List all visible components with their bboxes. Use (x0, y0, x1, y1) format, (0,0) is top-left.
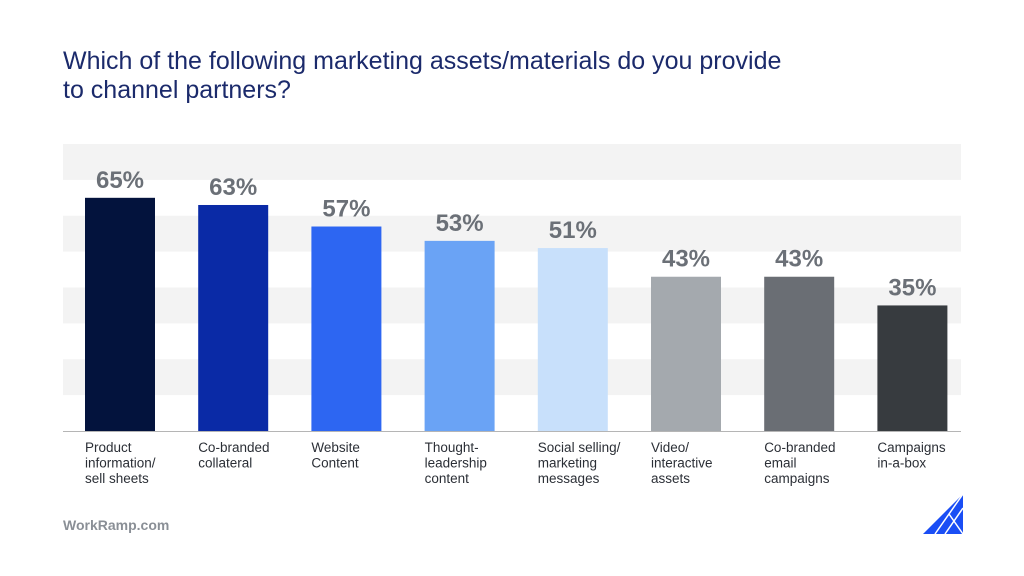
brand-footer: WorkRamp.com (63, 517, 170, 533)
category-label: Website Content (311, 440, 360, 471)
category-label: Video/interactive assets (651, 440, 713, 486)
background-band (63, 144, 961, 180)
chart-category-labels: Product information/sell sheets Co-branded… (85, 440, 946, 486)
chart-bars (85, 197, 948, 431)
bar-value-label: 43% (775, 246, 823, 273)
bar (764, 276, 835, 431)
bar (198, 204, 269, 431)
category-label: Campaigns in-a-box (877, 440, 946, 471)
bar-value-label: 63% (209, 174, 257, 201)
bar (311, 226, 382, 431)
category-label: Co-branded email campaigns (764, 440, 835, 486)
bar-value-label: 57% (322, 196, 370, 223)
bar-value-label: 53% (436, 210, 484, 237)
category-label: Thought-leadership content (425, 440, 487, 486)
bar-value-label: 43% (662, 246, 710, 273)
background-band (63, 215, 961, 252)
bar (651, 276, 721, 431)
bar (424, 240, 495, 431)
bar-value-label: 65% (96, 167, 144, 194)
bar (537, 248, 608, 431)
bar-value-label: 51% (549, 217, 597, 244)
workramp-triangle-logo-icon (923, 494, 963, 534)
bar (85, 197, 155, 431)
bar-value-label: 35% (888, 274, 936, 301)
category-label: Product information/sell sheets (85, 440, 156, 486)
chart-title: Which of the following marketing assets/… (63, 47, 782, 104)
bar (877, 305, 948, 431)
category-label: Co-branded collateral (198, 440, 269, 471)
category-label: Social selling/marketing messages (538, 440, 621, 486)
chart-value-labels: 65% 63% 57% 53% 51% 43% 43% 35% (96, 167, 936, 302)
